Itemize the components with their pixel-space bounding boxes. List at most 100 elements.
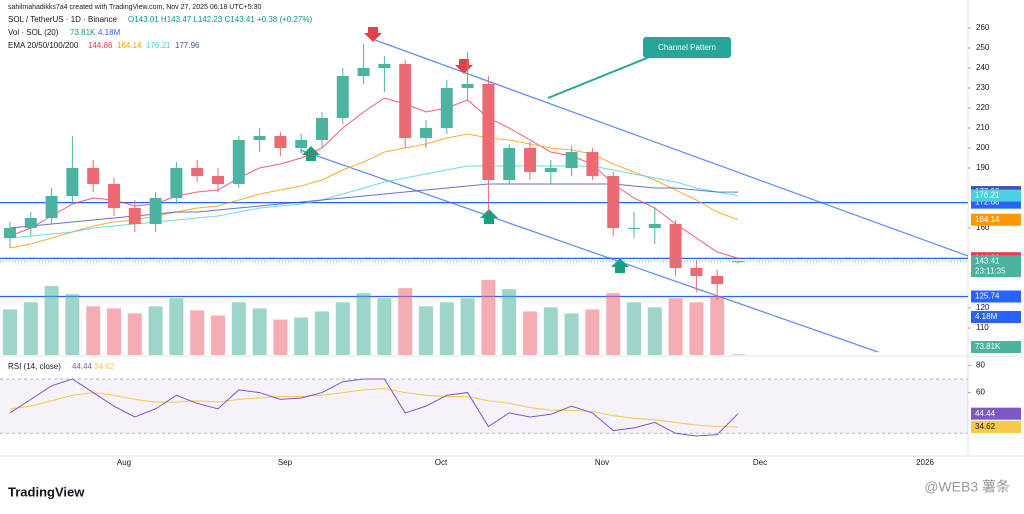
candle-body: [45, 196, 58, 218]
volume-bar: [335, 302, 350, 355]
ema-legend-value: 144.86: [88, 41, 113, 50]
callout-text: Channel Pattern: [658, 43, 716, 52]
candle-body: [503, 148, 516, 180]
candle-body: [357, 68, 370, 76]
ema-legend-value: 164.14: [117, 41, 142, 50]
rsi-band: [0, 379, 968, 434]
volume-bar: [190, 310, 205, 355]
x-tick-label: Oct: [435, 458, 448, 467]
rsi-tag-bg: [971, 407, 1021, 420]
volume-bar: [543, 307, 558, 355]
candle-body: [586, 152, 599, 176]
ohlc: O143.01 H143.47 L142.23 C143.41 +0.38 (+…: [128, 15, 312, 24]
ema-legend-value: 177.96: [175, 41, 200, 50]
candle-body: [108, 184, 120, 208]
volume-bar: [585, 309, 600, 355]
vol-tag-bg: [971, 341, 1021, 353]
candle-body: [378, 64, 391, 68]
level-tag: 125.74: [975, 292, 1000, 301]
y-tick-label: 220: [976, 103, 990, 112]
volume-bar: [606, 293, 621, 355]
x-tick-label: Sep: [278, 458, 293, 467]
vol-ma-tag-bg: [971, 311, 1021, 323]
volume-bar: [169, 298, 184, 355]
candle-body: [87, 168, 100, 184]
candle-body: [336, 76, 349, 118]
volume-bar: [23, 302, 38, 355]
candle-body: [607, 176, 620, 228]
y-tick-label: 240: [976, 63, 990, 72]
watermark: @WEB3 薯条: [924, 479, 1010, 495]
volume-bar: [294, 317, 309, 355]
up-arrow: [611, 258, 629, 273]
candle-body: [565, 152, 578, 168]
candle-body: [274, 136, 287, 148]
candle-body: [440, 88, 453, 128]
vol-ma-tag: 4.18M: [975, 312, 998, 321]
price-tag: 143.41: [975, 256, 1000, 265]
volume-bar: [481, 280, 496, 355]
candle-body: [149, 198, 162, 224]
y-tick-label: 210: [976, 123, 990, 132]
x-tick-label: Dec: [753, 458, 767, 467]
rsi-tag: 34.62: [975, 422, 996, 431]
x-tick-label: Nov: [595, 458, 609, 467]
volume-bar: [627, 302, 641, 355]
volume-bar: [398, 288, 413, 355]
candle-body: [191, 168, 204, 176]
down-arrow: [364, 27, 382, 42]
candle-body: [4, 228, 16, 238]
volume-bar: [689, 302, 704, 355]
volume-bar: [86, 306, 101, 355]
volume-bar: [710, 296, 725, 355]
candle-body: [253, 136, 266, 140]
volume-bar: [231, 302, 246, 355]
volume-bar: [668, 298, 683, 355]
rsi-legend: RSI (14, close): [8, 362, 61, 371]
volume-bar: [564, 313, 579, 355]
candle-body: [232, 140, 245, 184]
volume-bar: [3, 309, 17, 355]
level-tag: 172.68: [975, 198, 1000, 207]
up-arrow: [480, 209, 498, 224]
volume-bar: [273, 319, 288, 355]
ema-tag: 164.14: [975, 215, 1000, 224]
candle-body: [628, 228, 640, 229]
ema-line: [9, 97, 739, 259]
ema-legend: EMA 20/50/100/200: [8, 41, 79, 50]
volume-bar: [731, 354, 745, 355]
vol-legend-value: 73.81K: [70, 28, 96, 37]
candle-body: [690, 268, 703, 276]
volume-bar: [127, 313, 142, 355]
volume-bar: [502, 289, 517, 355]
rsi-legend-value: 44.44: [72, 362, 93, 371]
candle-body: [128, 208, 141, 224]
y-tick-label: 250: [976, 43, 990, 52]
rsi-tick-label: 60: [976, 388, 985, 397]
rsi-tag: 44.44: [975, 409, 996, 418]
candle-body: [482, 84, 495, 180]
y-tick-label: 120: [976, 303, 990, 312]
y-tick-label: 160: [976, 223, 990, 232]
down-arrow: [455, 59, 473, 74]
vol-tag: 73.81K: [975, 342, 1001, 351]
candle-body: [461, 84, 474, 88]
rsi-legend-ma: 34.62: [94, 362, 115, 371]
y-tick-label: 200: [976, 143, 990, 152]
creator: sahilmahadikks7a4 created with TradingVi…: [8, 4, 261, 11]
y-tick-label: 260: [976, 23, 990, 32]
volume-bar: [107, 308, 121, 355]
footer-logo: TradingView: [8, 484, 85, 499]
volume-bar: [356, 293, 371, 355]
symbol: SOL / TetherUS · 1D · Binance: [8, 15, 117, 24]
candle-body: [669, 224, 682, 268]
rsi-ma-line: [9, 387, 739, 428]
level-tag-bg: [971, 290, 1021, 303]
candle-body: [316, 118, 328, 140]
volume-bar: [460, 298, 475, 355]
y-tick-label: 190: [976, 163, 990, 172]
candle-body: [66, 168, 79, 196]
ema-legend-value: 176.21: [146, 41, 171, 50]
volume-bar: [419, 306, 433, 355]
callout-box: [643, 37, 731, 58]
